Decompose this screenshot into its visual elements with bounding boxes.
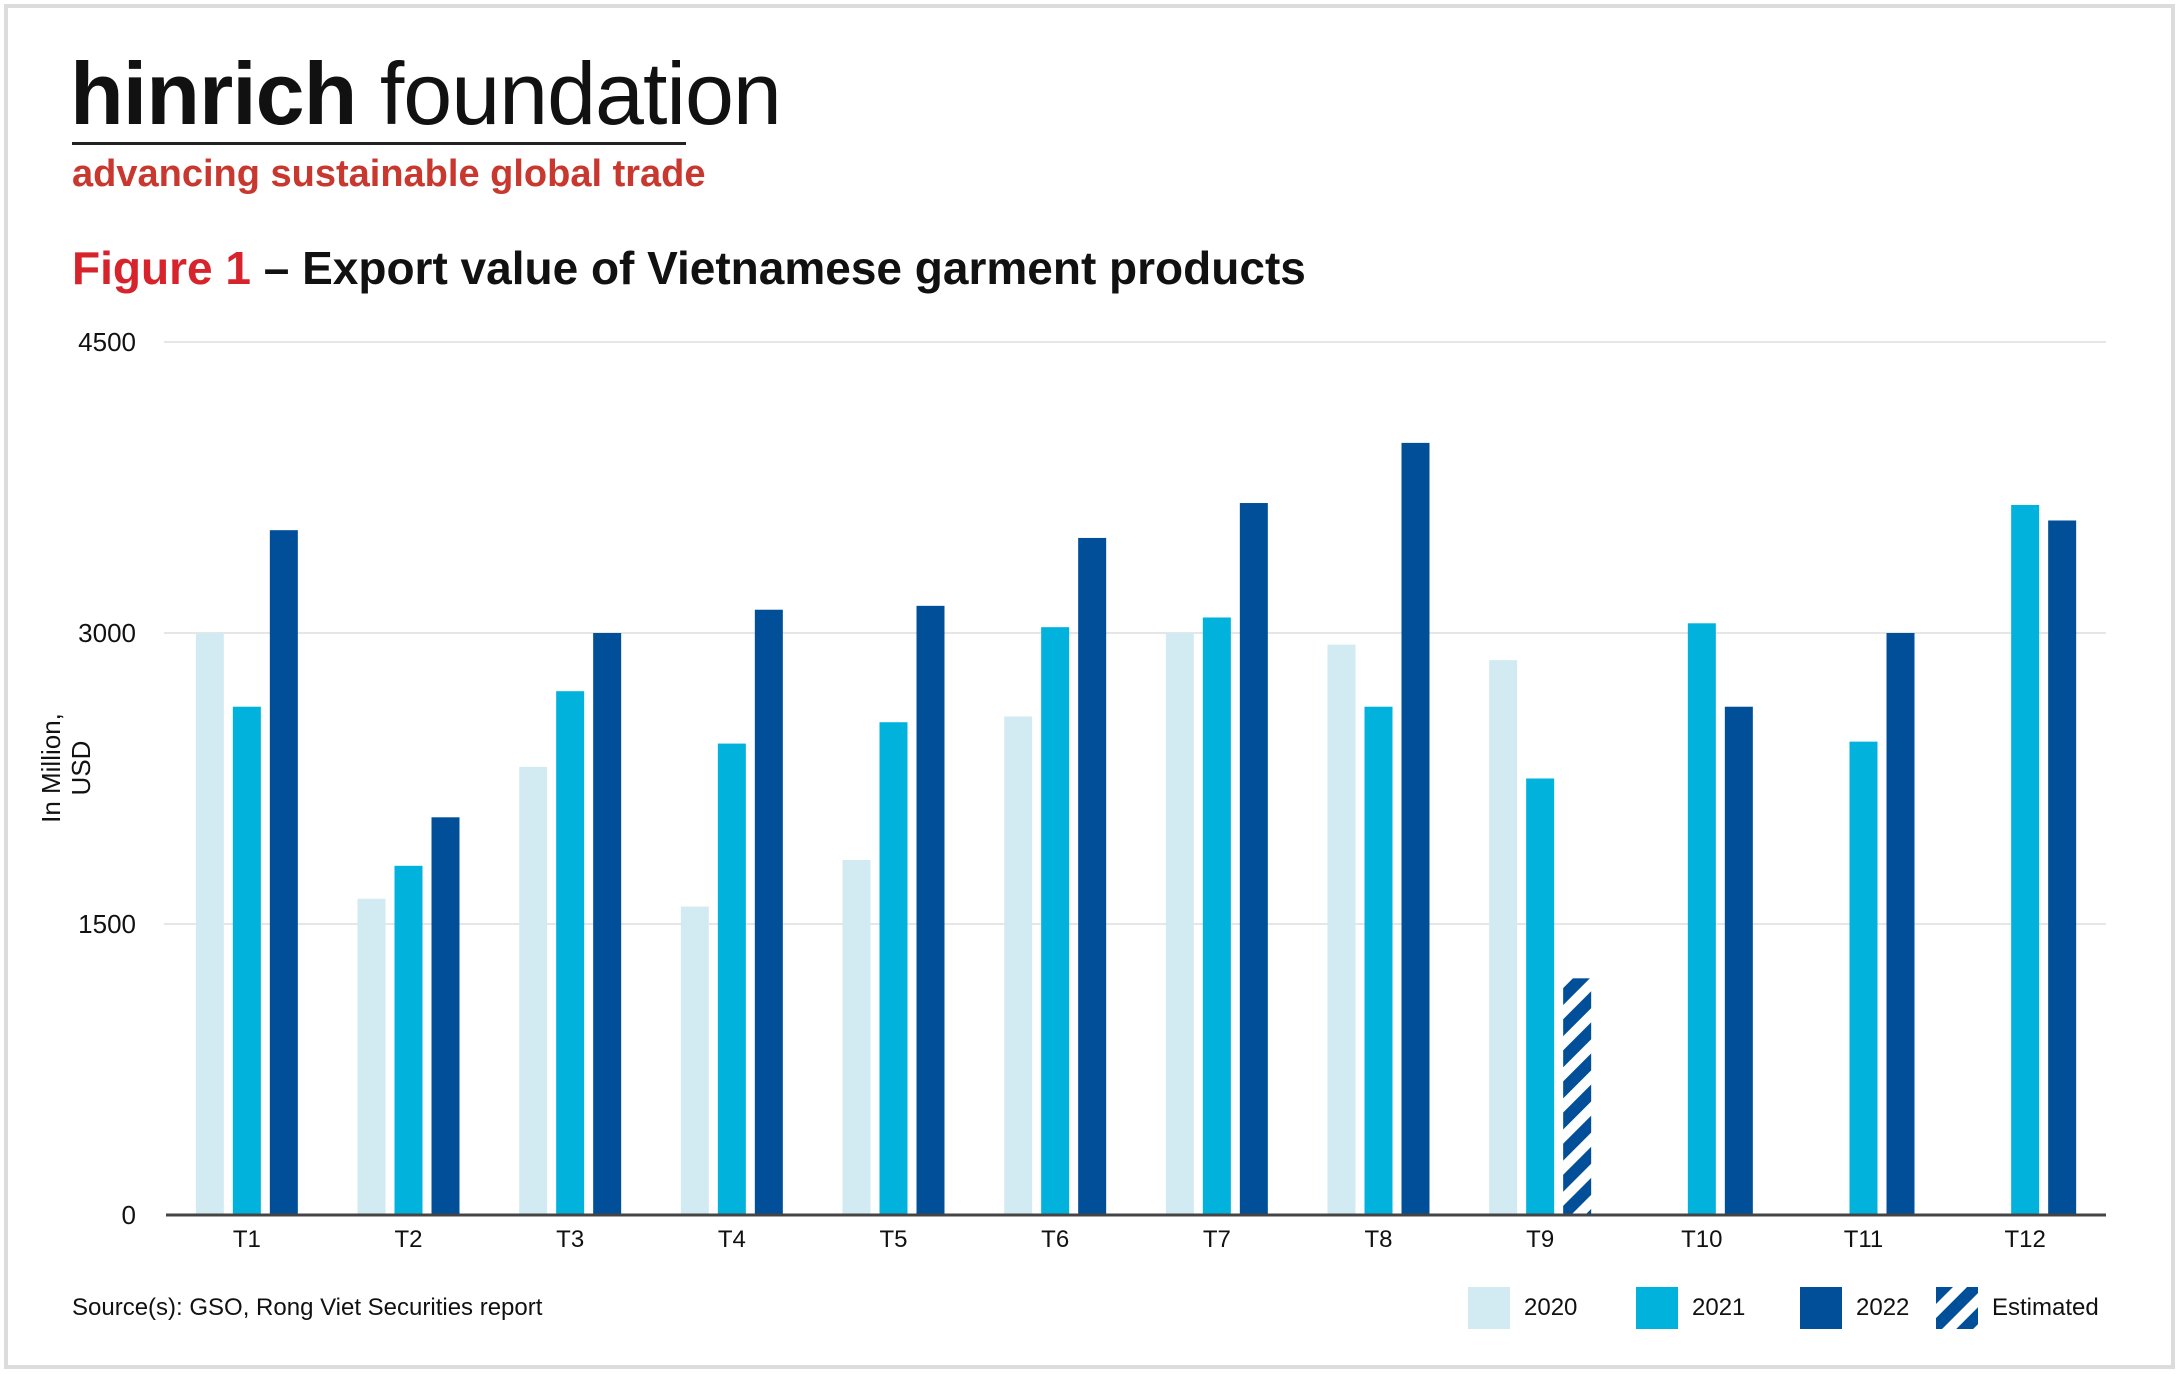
bar-T6-2021 <box>1041 627 1070 1215</box>
bars <box>195 442 2077 1216</box>
figure-title-text: – Export value of Vietnamese garment pro… <box>263 242 1306 294</box>
axes: 0 1500 3000 4500 T1 T2 T3 T4 T5 T6 T7 T8 T9 T10 T11 T12 <box>78 327 2106 1253</box>
bar-T8-2020 <box>1327 644 1356 1215</box>
x-tick-label-T3: T3 <box>556 1226 584 1253</box>
x-tick-label-T5: T5 <box>879 1226 907 1253</box>
bar-T5-2022 <box>916 605 945 1215</box>
logo-divider <box>72 142 686 145</box>
brand-tagline: advancing sustainable global trade <box>72 153 706 195</box>
bar-T9-2022-estimated <box>1563 978 1592 1215</box>
y-tick-label-3000: 3000 <box>78 618 136 648</box>
legend-swatch-estimated <box>1936 1287 1978 1329</box>
bar-T10-2022 <box>1724 706 1753 1215</box>
bar-T11-2021 <box>1849 741 1878 1215</box>
bar-T12-2022 <box>2048 520 2077 1215</box>
x-tick-label-T8: T8 <box>1364 1226 1392 1253</box>
bar-T5-2021 <box>879 722 908 1215</box>
bar-T6-2020 <box>1004 716 1033 1215</box>
y-tick-label-4500: 4500 <box>78 327 136 357</box>
y-tick-label-1500: 1500 <box>78 909 136 939</box>
bar-T3-2022 <box>593 633 622 1215</box>
legend-label-2020: 2020 <box>1524 1294 1578 1321</box>
y-tick-label-0: 0 <box>122 1200 136 1230</box>
x-tick-label-T7: T7 <box>1203 1226 1231 1253</box>
brand-name-bold: hinrich <box>70 44 357 143</box>
source-note: Source(s): GSO, Rong Viet Securities rep… <box>72 1294 543 1321</box>
x-tick-label-T4: T4 <box>718 1226 746 1253</box>
legend-label-estimated: Estimated <box>1992 1294 2099 1321</box>
bar-T3-2020 <box>519 766 548 1215</box>
bar-T2-2020 <box>357 898 386 1215</box>
x-tick-label-T10: T10 <box>1681 1226 1722 1253</box>
x-tick-label-T6: T6 <box>1041 1226 1069 1253</box>
bar-T8-2021 <box>1364 706 1393 1215</box>
bar-T9-2021 <box>1526 778 1555 1215</box>
bar-T8-2022 <box>1401 442 1430 1215</box>
figure-label: Figure 1 <box>72 242 251 294</box>
x-tick-label-T1: T1 <box>233 1226 261 1253</box>
bar-T5-2020 <box>842 859 871 1215</box>
x-tick-label-T9: T9 <box>1526 1226 1554 1253</box>
bar-T4-2022 <box>754 609 783 1215</box>
bar-T3-2021 <box>556 691 585 1215</box>
bar-T1-2022 <box>269 530 298 1215</box>
bar-T1-2021 <box>232 706 261 1215</box>
legend-label-2022: 2022 <box>1856 1294 1910 1321</box>
gridlines <box>164 341 2106 925</box>
bar-T10-2021 <box>1687 623 1716 1215</box>
legend-item-2020: 2020 <box>1468 1285 1577 1331</box>
figure-title: Figure 1 – Export value of Vietnamese ga… <box>72 238 1306 298</box>
bar-T4-2020 <box>680 906 709 1215</box>
legend-item-2021: 2021 <box>1636 1285 1745 1331</box>
x-tick-label-T2: T2 <box>394 1226 422 1253</box>
bar-T12-2021 <box>2011 504 2040 1216</box>
brand-logo: hinrich foundation <box>70 44 782 144</box>
legend-item-estimated: Estimated <box>1936 1285 2099 1331</box>
bar-T4-2021 <box>717 743 746 1215</box>
bar-T6-2022 <box>1078 537 1107 1215</box>
bar-T7-2021 <box>1202 617 1231 1215</box>
y-axis-label: In Million,USD <box>36 713 96 823</box>
bar-T7-2022 <box>1239 503 1268 1215</box>
legend-swatch-2022 <box>1800 1287 1842 1329</box>
bar-T7-2020 <box>1165 633 1194 1215</box>
x-tick-label-T12: T12 <box>2004 1226 2045 1253</box>
bar-T1-2020 <box>195 633 224 1215</box>
legend-label-2021: 2021 <box>1692 1294 1746 1321</box>
brand-name-light: foundation <box>379 44 782 143</box>
bar-T9-2020 <box>1489 660 1518 1215</box>
legend-swatch-2020 <box>1468 1287 1510 1329</box>
legend-swatch-2021 <box>1636 1287 1678 1329</box>
bar-T2-2022 <box>431 817 460 1215</box>
bar-T11-2022 <box>1886 633 1915 1215</box>
bar-T2-2021 <box>394 865 423 1215</box>
legend-item-2022: 2022 <box>1800 1285 1909 1331</box>
x-tick-label-T11: T11 <box>1844 1226 1884 1253</box>
